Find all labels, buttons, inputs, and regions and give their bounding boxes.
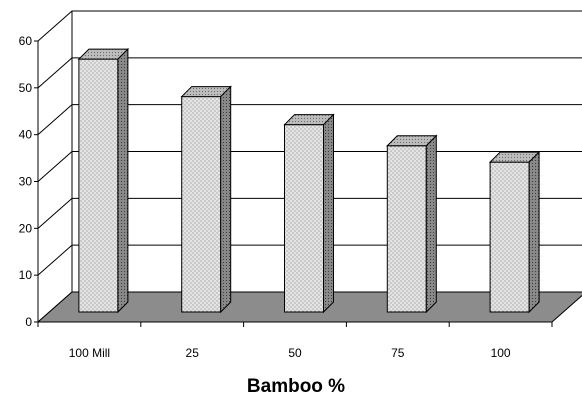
y-axis-ticks: 0 10 20 30 40 50 60	[19, 34, 38, 329]
bar-front	[284, 124, 324, 313]
x-axis-title: Bamboo %	[247, 376, 345, 396]
bar-side	[323, 113, 334, 314]
bar-front	[181, 96, 222, 313]
y-tick-label: 20	[19, 221, 33, 235]
y-tick-label: 60	[19, 34, 33, 48]
bars	[77, 47, 541, 314]
x-axis-ticks: 100 Mill 25 50 75 100	[37, 321, 553, 360]
bar	[180, 85, 232, 314]
y-tick-label: 10	[19, 268, 33, 282]
bar-side	[528, 150, 540, 314]
gridlines	[37, 10, 582, 276]
bar	[386, 134, 438, 314]
x-tick-label: 25	[186, 346, 200, 360]
x-tick-label: 75	[391, 346, 405, 360]
gridline	[37, 10, 582, 42]
bar	[77, 47, 130, 314]
x-tick-label: 100 Mill	[69, 346, 110, 360]
y-tick-label: 0	[25, 315, 32, 329]
bar-front	[489, 161, 530, 313]
y-tick-label: 30	[19, 175, 33, 189]
y-tick-label: 40	[19, 128, 33, 142]
bar-front	[78, 58, 119, 313]
bar	[283, 113, 335, 314]
bar-side	[220, 85, 232, 314]
bar-side	[117, 47, 129, 314]
x-tick-label: 50	[288, 346, 302, 360]
x-tick-label: 100	[491, 346, 511, 360]
gridline	[37, 57, 582, 89]
bar-side	[425, 134, 437, 314]
bar	[488, 150, 541, 314]
gridline	[37, 104, 582, 136]
bar-front	[386, 145, 427, 313]
y-tick-label: 50	[19, 81, 33, 95]
